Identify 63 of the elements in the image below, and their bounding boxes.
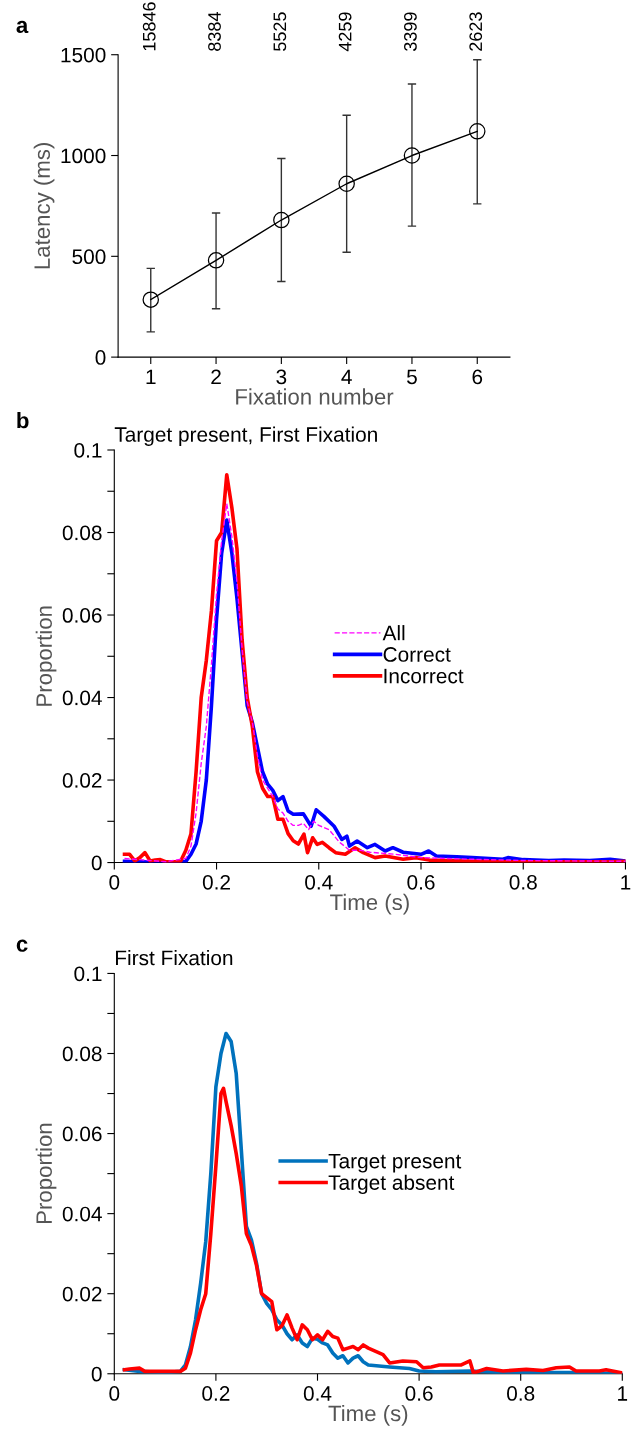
x-tick-label: 0.4	[305, 874, 333, 890]
x-tick-label: 0.2	[202, 1386, 230, 1401]
point	[403, 147, 421, 164]
legend-label: Incorrect	[384, 668, 464, 684]
text: a	[16, 20, 29, 34]
chart-title: Target present, First Fixation	[114, 426, 377, 446]
y-tick-label: 500	[72, 249, 106, 265]
x-tick-label: 3	[276, 369, 287, 385]
x-axis-title: Time (s)	[328, 1404, 408, 1426]
y-tick-label: 1000	[61, 148, 106, 164]
x-tick-label: 0.8	[507, 1386, 535, 1401]
x-tick-label: 1	[146, 369, 156, 385]
x-tick-label: 5	[407, 369, 417, 385]
x-tick-label: 6	[472, 369, 483, 385]
y-tick-label: 0.04	[62, 1206, 102, 1222]
text: 15846	[142, 2, 156, 51]
x-tick-label: 1	[618, 1386, 628, 1401]
x-tick-label: 4	[341, 369, 352, 385]
x-tick-label: 0.6	[407, 874, 435, 890]
y-tick-label: 0	[91, 1366, 102, 1382]
point	[142, 291, 160, 308]
y-tick-label: 0.08	[62, 525, 102, 541]
y-tick-label: 0	[91, 855, 102, 871]
y-tick-label: 1500	[61, 47, 106, 63]
x-tick-label: 2	[211, 369, 221, 385]
y-axis-title: Proportion	[35, 606, 57, 706]
text: 3399	[404, 12, 417, 52]
x-tick-label: 1	[621, 875, 631, 890]
point	[273, 211, 290, 229]
chart-title: First Fixation	[116, 950, 233, 966]
y-tick-label: 0.1	[74, 443, 102, 458]
x-axis-title: Fixation number	[236, 388, 394, 405]
y-tick-label: 0.06	[62, 1126, 102, 1142]
x-tick-label: 0	[109, 874, 120, 890]
text: 2623	[469, 12, 483, 51]
text: 8384	[208, 12, 221, 51]
text: 5525	[273, 12, 287, 51]
text: 4259	[338, 12, 352, 52]
legend-label: Target absent	[328, 1174, 455, 1195]
x-tick-label: 0.4	[303, 1386, 332, 1401]
y-tick-label: 0	[95, 350, 106, 365]
point	[468, 123, 486, 140]
x-tick-label: 0	[109, 1386, 120, 1401]
x-axis-title: Time (s)	[330, 893, 409, 915]
point	[338, 175, 355, 193]
x-tick-label: 0.8	[509, 874, 537, 890]
line-series	[122, 1086, 623, 1374]
x-tick-label: 0.2	[202, 874, 230, 890]
legend-label: Target present	[328, 1153, 462, 1173]
point	[207, 252, 225, 269]
y-tick-label: 0.1	[74, 966, 102, 982]
y-tick-label: 0.02	[62, 1286, 102, 1302]
y-axis-title: Latency (ms)	[33, 143, 55, 269]
text: b	[17, 412, 29, 429]
legend-label: Correct	[383, 647, 451, 662]
legend-label: All	[382, 625, 405, 641]
y-tick-label: 0.08	[62, 1046, 102, 1062]
y-axis-title: Proportion	[35, 1123, 57, 1224]
y-tick-label: 0.06	[62, 608, 102, 623]
text: c	[16, 939, 28, 952]
x-tick-label: 0.6	[405, 1386, 433, 1401]
y-tick-label: 0.04	[62, 690, 102, 706]
y-tick-label: 0.02	[62, 773, 102, 788]
